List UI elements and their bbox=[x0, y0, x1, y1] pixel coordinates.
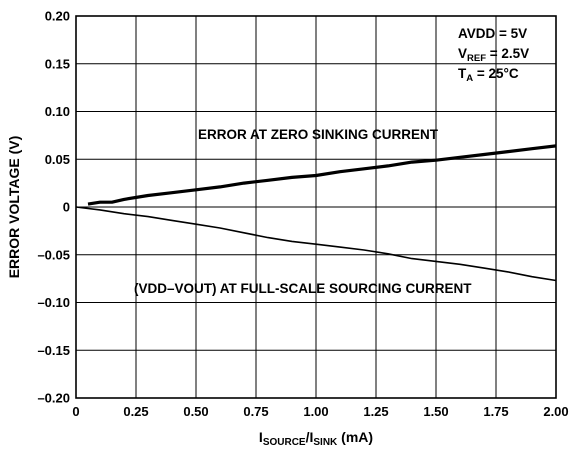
x-tick-label: 0 bbox=[72, 404, 79, 419]
series-label-vdd-vout-sourcing: (VDD–VOUT) AT FULL-SCALE SOURCING CURREN… bbox=[134, 281, 472, 296]
x-tick-label: 0.75 bbox=[243, 404, 268, 419]
x-tick-label: 1.50 bbox=[423, 404, 448, 419]
tick-labels: 0 0.25 0.50 0.75 1.00 1.25 1.50 1.75 2.00 0.20 0.1… bbox=[37, 9, 568, 420]
y-tick-label: 0 bbox=[63, 200, 70, 215]
y-tick-label: 0.05 bbox=[45, 152, 70, 167]
y-tick-label: –0.10 bbox=[37, 295, 70, 310]
grid bbox=[76, 16, 556, 398]
x-tick-label: 1.25 bbox=[363, 404, 388, 419]
x-tick-label: 0.50 bbox=[183, 404, 208, 419]
y-tick-label: –0.20 bbox=[37, 391, 70, 406]
y-tick-label: 0.15 bbox=[45, 56, 70, 71]
y-axis-title: ERROR VOLTAGE (V) bbox=[6, 136, 22, 279]
y-tick-label: 0.20 bbox=[45, 9, 70, 24]
series-line-error-zero-sinking bbox=[87, 144, 557, 206]
series-label-error-zero-sinking: ERROR AT ZERO SINKING CURRENT bbox=[198, 127, 439, 142]
y-tick-label: –0.05 bbox=[37, 247, 70, 262]
series-lines bbox=[75, 144, 557, 282]
x-tick-label: 2.00 bbox=[543, 404, 568, 419]
x-tick-label: 1.00 bbox=[303, 404, 328, 419]
y-tick-label: –0.15 bbox=[37, 343, 70, 358]
condition-avdd: AVDD = 5V bbox=[458, 26, 527, 41]
series-line-vdd-vout-sourcing bbox=[75, 206, 557, 282]
y-tick-label: 0.10 bbox=[45, 104, 70, 119]
x-tick-label: 0.25 bbox=[123, 404, 148, 419]
x-axis-title: ISOURCE/ISINK (mA) bbox=[259, 429, 373, 448]
condition-ta: TA = 25°C bbox=[458, 66, 519, 84]
condition-vref: VREF = 2.5V bbox=[458, 46, 529, 64]
x-tick-label: 1.75 bbox=[483, 404, 508, 419]
